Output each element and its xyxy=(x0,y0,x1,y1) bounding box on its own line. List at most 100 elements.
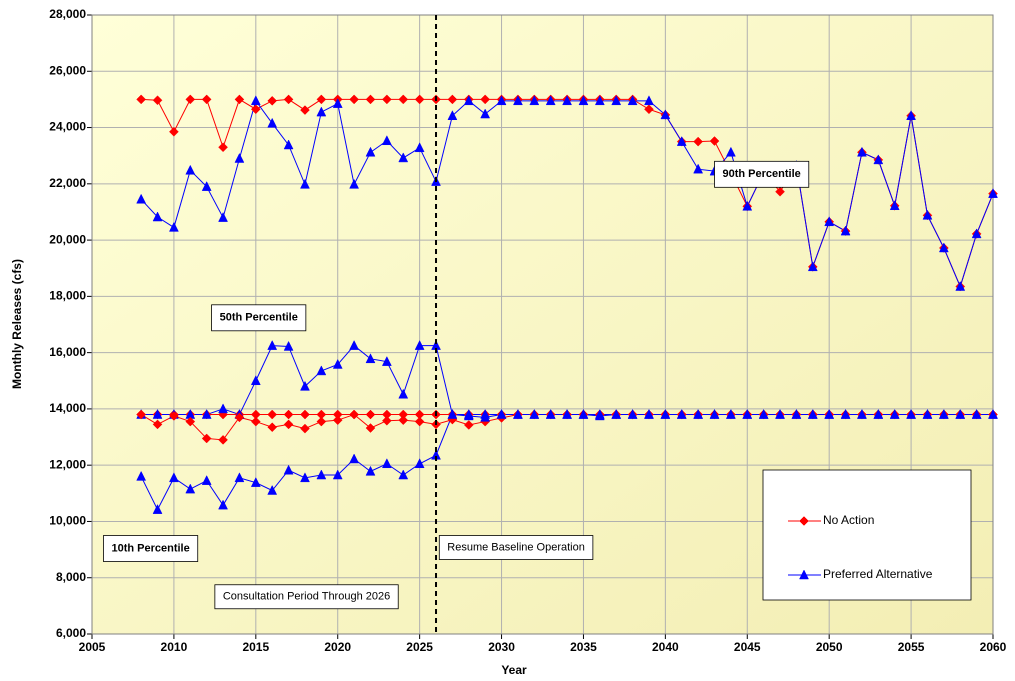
triangle-marker xyxy=(562,408,572,419)
diamond-marker xyxy=(234,94,245,105)
triangle-marker xyxy=(201,475,212,485)
x-tick-label: 2045 xyxy=(734,640,761,654)
triangle-marker xyxy=(234,152,245,163)
triangle-marker xyxy=(889,200,900,211)
annotation-text: 90th Percentile xyxy=(723,168,801,180)
triangle-marker xyxy=(889,408,900,419)
annotation: Resume Baseline Operation xyxy=(438,535,594,560)
triangle-marker xyxy=(988,408,998,419)
y-tick-label: 6,000 xyxy=(56,626,86,640)
annotation-box xyxy=(103,535,199,562)
diamond-marker xyxy=(799,516,809,526)
triangle-marker xyxy=(824,408,835,419)
diamond-marker xyxy=(398,415,409,426)
triangle-marker xyxy=(611,408,622,419)
triangle-marker xyxy=(365,465,376,476)
annotation-text: 10th Percentile xyxy=(111,542,189,554)
triangle-marker xyxy=(578,408,589,419)
triangle-marker xyxy=(496,408,507,419)
triangle-marker xyxy=(332,469,343,480)
diamond-marker xyxy=(136,409,146,420)
triangle-marker xyxy=(545,408,556,419)
diamond-marker xyxy=(250,104,261,115)
triangle-marker xyxy=(349,340,360,350)
triangle-marker xyxy=(300,178,310,189)
y-tick-label: 10,000 xyxy=(49,514,86,528)
triangle-marker xyxy=(857,146,867,157)
y-tick-label: 28,000 xyxy=(49,7,86,21)
triangle-marker xyxy=(447,110,458,120)
triangle-marker xyxy=(906,110,916,120)
triangle-marker xyxy=(709,408,720,419)
triangle-marker xyxy=(922,408,933,419)
y-tick-label: 22,000 xyxy=(49,176,86,190)
triangle-marker xyxy=(365,353,376,364)
triangle-marker xyxy=(136,193,147,204)
x-axis-title: Year xyxy=(501,663,527,677)
triangle-marker xyxy=(414,340,425,350)
triangle-marker xyxy=(676,408,687,419)
annotation-text: Resume Baseline Operation xyxy=(447,541,585,553)
y-tick-label: 14,000 xyxy=(49,401,86,415)
triangle-marker xyxy=(463,410,474,421)
triangle-marker xyxy=(529,95,540,106)
triangle-marker xyxy=(545,95,556,106)
triangle-marker xyxy=(562,95,572,106)
x-tick-label: 2055 xyxy=(898,640,925,654)
x-tick-label: 2010 xyxy=(161,640,188,654)
triangle-marker xyxy=(938,408,949,419)
diamond-marker xyxy=(218,142,228,153)
triangle-marker xyxy=(644,95,654,106)
triangle-marker xyxy=(807,408,818,419)
triangle-marker xyxy=(365,146,376,157)
triangle-marker xyxy=(513,408,523,419)
triangle-marker xyxy=(840,225,851,236)
x-tick-label: 2015 xyxy=(242,640,269,654)
triangle-marker xyxy=(267,484,278,495)
triangle-marker xyxy=(300,380,310,391)
triangle-marker xyxy=(480,108,491,119)
triangle-marker xyxy=(381,458,392,469)
diamond-marker xyxy=(316,416,327,427)
y-tick-label: 24,000 xyxy=(49,120,86,134)
legend-box xyxy=(762,469,972,601)
diamond-marker xyxy=(349,94,359,105)
diamond-marker xyxy=(185,416,196,427)
triangle-marker xyxy=(742,408,753,419)
triangle-marker xyxy=(300,472,310,483)
triangle-marker xyxy=(250,477,261,487)
triangle-marker xyxy=(693,408,704,419)
diamond-marker xyxy=(382,415,392,426)
legend: No Action Preferred Alternative xyxy=(762,469,972,601)
y-tick-label: 8,000 xyxy=(56,570,86,584)
triangle-marker xyxy=(775,408,785,419)
triangle-marker xyxy=(463,95,474,106)
triangle-marker xyxy=(152,211,163,222)
triangle-marker xyxy=(791,408,802,419)
diamond-marker xyxy=(300,409,310,420)
diamond-marker xyxy=(283,419,294,430)
triangle-marker xyxy=(594,408,605,419)
triangle-marker xyxy=(922,209,933,220)
annotation-box xyxy=(211,304,307,332)
triangle-marker xyxy=(398,388,409,399)
y-tick-label: 16,000 xyxy=(49,345,86,359)
diamond-marker xyxy=(201,433,212,444)
triangle-marker xyxy=(136,470,147,481)
diamond-marker xyxy=(283,409,294,420)
diamond-marker xyxy=(332,415,343,426)
y-tick-label: 12,000 xyxy=(49,457,86,471)
triangle-marker xyxy=(496,95,507,106)
triangle-marker xyxy=(398,152,409,163)
triangle-marker xyxy=(988,188,998,198)
triangle-marker xyxy=(316,365,327,376)
triangle-marker xyxy=(627,95,638,106)
diamond-marker xyxy=(267,422,278,433)
triangle-marker xyxy=(807,261,818,272)
triangle-marker xyxy=(742,200,753,211)
triangle-marker xyxy=(971,408,982,419)
annotation: 90th Percentile xyxy=(714,160,810,188)
triangle-marker xyxy=(799,569,809,580)
triangle-marker xyxy=(906,408,916,419)
diamond-marker xyxy=(365,94,376,105)
